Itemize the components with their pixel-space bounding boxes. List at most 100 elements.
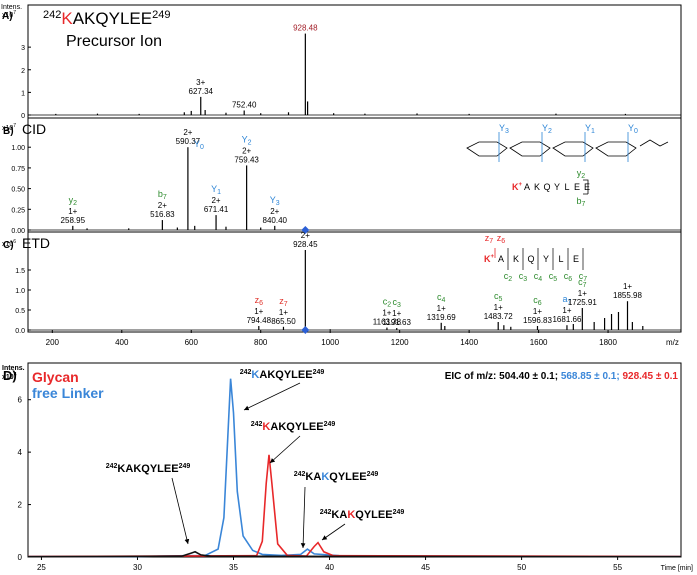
x-tick-label-d: 35 [229,563,238,572]
annotation-post: 249 [393,509,405,516]
y-tick-label: 0.0 [15,328,25,335]
annotation-residue: E [378,509,385,521]
y-tick-label-d: 2 [18,501,23,510]
ion-label-sub: 7 [568,299,572,306]
x-tick-label: 1600 [530,338,548,347]
annotation-residue: E [164,463,171,475]
annotation-arrow [243,382,301,411]
x-tick-label: 200 [46,338,60,347]
glycan-ion-label: Y2 [542,123,552,135]
y-exponent: x106 [2,239,16,248]
peak-label: 1725.91 [568,298,597,307]
y-exponent-base: x10 [2,241,13,248]
y-tick-label: 0 [21,113,25,120]
annotation-residue: K [133,463,141,475]
annotation-residue: Q [275,369,284,381]
eic-trace [28,378,682,558]
fragment-c-label: c7 [579,271,588,283]
ion-label: c4 [437,292,446,304]
peak-label: 1+ [533,307,542,316]
annotation-residue: A [313,471,321,483]
fragment-c-label-letter: c [564,271,569,281]
ion-label-letter: c [494,291,499,301]
residue-b: A [524,182,530,192]
fragment-c-label-sub: 7 [583,276,587,283]
y-tick-label: 1.5 [15,268,25,275]
ion-label-sub: 2 [248,139,252,146]
ion-label-letter: c [578,277,583,287]
kplus-c: K+ [484,254,495,264]
fragment-c-label: c6 [564,271,573,283]
glycan-ion-label: Y3 [499,123,509,135]
glycan-ion-label-letter: Y [499,123,505,133]
x-tick-label-d: 40 [325,563,334,572]
fragment-c-label: c5 [549,271,558,283]
annotation-residue: Q [141,463,150,475]
y-tick-label-d: 0 [18,553,23,562]
precursor-subtitle: Precursor Ion [66,33,162,50]
legend-free-linker: free Linker [32,385,104,401]
kplus-c-charge: + [491,254,495,260]
annotation-arrow [269,435,301,464]
peak-label: 2+ [270,207,279,216]
ion-label-letter: b [158,189,163,199]
ion-label-sub: 6 [259,300,263,307]
peak-label: 759.43 [234,155,259,164]
x-tick-label-d: 45 [421,563,430,572]
y-tick-label: 0.25 [11,207,25,214]
peak-label: 627.34 [189,87,214,96]
ion-label-letter: c [437,292,442,302]
y-exponent-d: x104 [2,372,17,381]
ion-label: Y2 [242,134,252,146]
glycan-ion-label-sub: 2 [548,128,552,135]
annotation-arrow [321,523,346,541]
cleavage-bracket [583,179,589,195]
ion-label-sub: 5 [498,296,502,303]
ion-label-y0-sub: 0 [200,144,204,151]
ion-label-sub: 3 [276,200,280,207]
peak-label: 2+ [183,128,192,137]
ion-label: b7 [158,189,167,201]
ion-label: z6 [255,295,264,307]
fragment-c-label: c4 [534,271,543,283]
annotation-residue: L [302,421,309,433]
fragment-z-label-sub: 7 [489,238,493,245]
annotation-residue: K [251,369,259,381]
annotation-pre: 242 [294,471,306,478]
peak-label: 2+ [158,201,167,210]
title-mid: AKQYLEE [73,9,152,28]
spectra-frame [27,4,682,333]
annotation-residue: L [345,471,352,483]
annotation-residue: Q [355,509,364,521]
residue-c: A [498,254,504,264]
annotation-residue: E [171,463,178,475]
fragment-c-label-sub: 4 [538,276,542,283]
glycan-ring [595,141,637,157]
peptide-annotation: 242KAKQYLEE249 [294,471,379,483]
ion-label: c3 [393,297,402,309]
peak-label: 928.48 [293,24,318,33]
ion-label: Y3 [270,195,280,207]
sequence-y2: y2 [577,168,586,180]
peak-label: 2+ [211,196,220,205]
peak-label: 840.40 [263,216,288,225]
peptide-annotation: 242KAKQYLEE249 [251,421,336,433]
eic-blue: 568.85 ± 0.1; [561,371,623,382]
x-tick-label-d: 25 [37,563,46,572]
eic-frame [27,362,682,558]
y-tick-label: 0.5 [15,308,25,315]
fragment-z-label-letter: z [485,233,490,243]
y-tick-label: 1 [21,90,25,97]
peak-label: 1+ [494,303,503,312]
peak-label: 1596.83 [523,316,552,325]
annotation-post: 249 [179,463,191,470]
annotation-residue: Y [150,463,158,475]
eic-black: 504.40 ± 0.1; [499,371,561,382]
ion-label-sub: 6 [538,300,542,307]
eic-trace [27,550,682,558]
peak-label: 1+ [68,207,77,216]
annotation-residue: K [331,509,339,521]
y-tick-label-d: 6 [18,396,23,405]
annotation-residue: Y [364,509,372,521]
